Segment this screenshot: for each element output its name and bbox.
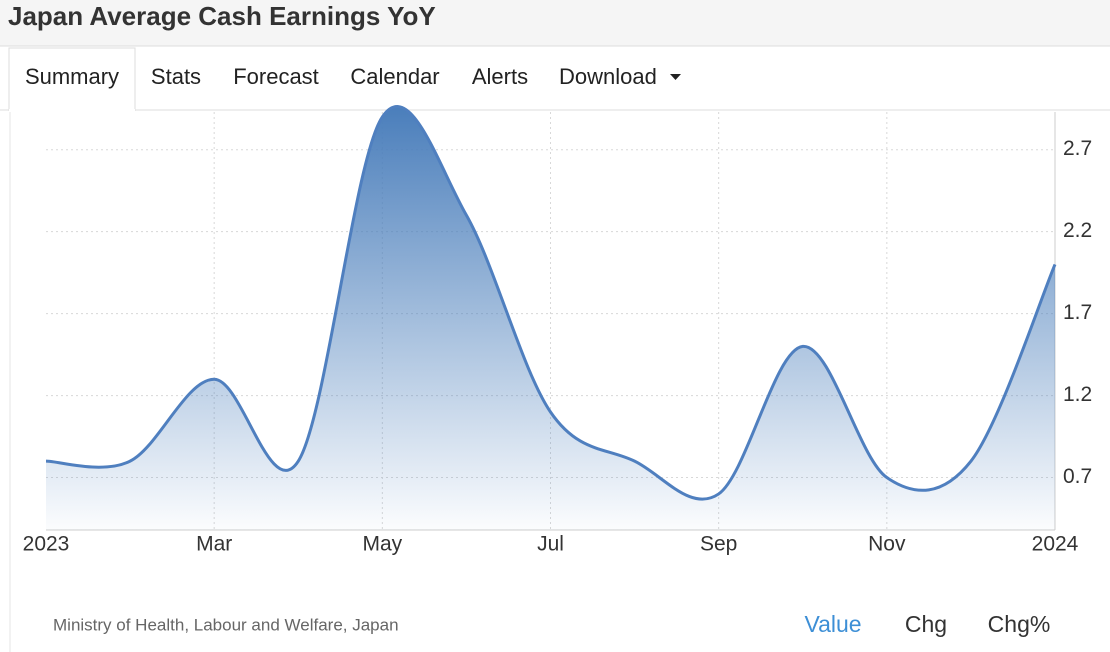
tab[interactable]: Summary: [25, 64, 119, 89]
tab[interactable]: Calendar: [350, 64, 439, 89]
tab[interactable]: Alerts: [472, 64, 528, 89]
page-title: Japan Average Cash Earnings YoY: [8, 1, 436, 31]
x-tick-label: Nov: [868, 533, 906, 556]
x-tick-label: Sep: [700, 533, 737, 556]
tab[interactable]: Download: [559, 64, 657, 89]
x-tick-label: Jul: [537, 533, 564, 556]
y-tick-label: 0.7: [1063, 465, 1092, 488]
button[interactable]: Value: [804, 611, 861, 637]
y-tick-label: 1.7: [1063, 301, 1092, 324]
button[interactable]: Chg%: [988, 611, 1051, 637]
active-tab-gap: [9, 109, 135, 112]
x-tick-label: May: [362, 533, 402, 556]
plot: 0.7 1.2 1.7 2.2 2.7 2023 Mar May Jul Sep Nov 2024: [23, 105, 1092, 556]
title-bar: [0, 0, 1110, 46]
line: [45, 105, 1057, 501]
source: Ministry of Health, Labour and Welfare, …: [53, 615, 399, 634]
y-tick-label: 2.2: [1063, 219, 1092, 242]
tab[interactable]: Forecast: [233, 64, 319, 89]
dropdown-caret: [670, 74, 681, 80]
active-tab: [8, 47, 136, 111]
x-tick-label: Mar: [196, 533, 232, 556]
y-tick-label: 2.7: [1063, 137, 1092, 160]
y-tick-label: 1.2: [1063, 383, 1092, 406]
x-tick-label: 2023: [23, 533, 70, 556]
tab[interactable]: Stats: [151, 64, 201, 89]
button[interactable]: Chg: [905, 611, 947, 637]
x-tick-label: 2024: [1032, 533, 1079, 556]
area: [46, 106, 1055, 530]
